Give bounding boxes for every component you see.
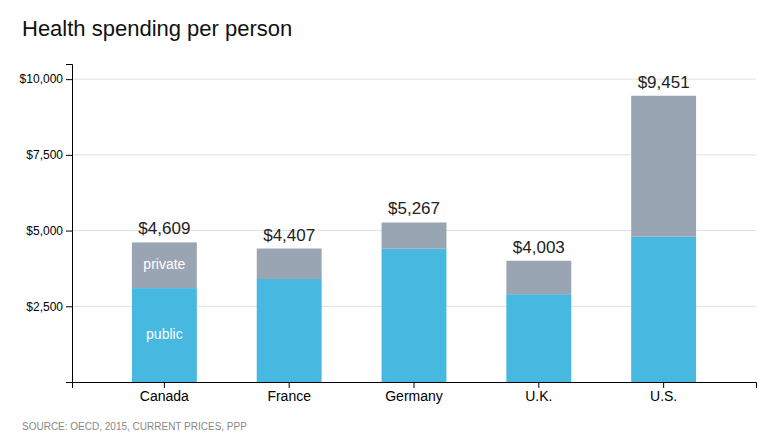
y-tick-label: $10,000 — [20, 72, 64, 86]
plot: $2,500 $5,000 $7,500 $10,000 Canada France Ger… — [20, 65, 757, 404]
x-tick: Canada — [140, 382, 189, 404]
y-tick-mark — [66, 231, 72, 232]
y-tick: $10,000 — [20, 72, 72, 86]
x-tick: Germany — [385, 382, 443, 404]
bar — [631, 96, 696, 237]
bar — [631, 237, 696, 382]
bar — [257, 249, 322, 279]
x-tick-label: U.S. — [650, 388, 677, 404]
y-tick-mark — [66, 306, 72, 307]
y-tick-label: $7,500 — [26, 148, 63, 162]
bar — [506, 261, 571, 294]
y-tick-mark — [66, 79, 72, 80]
total-label: $4,003 — [513, 238, 565, 257]
bar — [132, 242, 197, 288]
x-tick-label: Canada — [140, 388, 189, 404]
total-label: $9,451 — [638, 73, 690, 92]
bar — [382, 249, 447, 382]
y-tick-label: $5,000 — [26, 224, 63, 238]
x-tick-label: U.K. — [525, 388, 552, 404]
y-tick-mark — [66, 155, 72, 156]
series-label: public — [146, 326, 183, 342]
bars — [132, 96, 696, 382]
series-label: private — [143, 256, 185, 272]
x-tick-label: Germany — [385, 388, 443, 404]
series-0 — [132, 237, 696, 382]
y-tick-label: $2,500 — [26, 300, 63, 314]
bar — [257, 279, 322, 382]
total-label: $4,609 — [138, 219, 190, 238]
title: Health spending per person — [22, 16, 292, 41]
chart-svg: Health spending per person SOURCE: OECD, … — [0, 0, 780, 438]
total-labels: $4,609 $4,407 $5,267 $4,003 $9,451 — [138, 73, 689, 257]
x-tick-label: France — [267, 388, 311, 404]
bar — [506, 294, 571, 382]
total-label: $5,267 — [388, 199, 440, 218]
bar — [132, 288, 197, 382]
segment-labels: public private — [143, 256, 185, 342]
total-label: $4,407 — [263, 226, 315, 245]
x-tick: U.S. — [650, 382, 677, 404]
y-axis-line — [66, 65, 73, 383]
x-tick: U.K. — [525, 382, 552, 404]
y-axis: $2,500 $5,000 $7,500 $10,000 — [20, 65, 73, 383]
bar — [382, 222, 447, 248]
series-1 — [132, 96, 696, 294]
x-tick: France — [267, 382, 311, 404]
source: SOURCE: OECD, 2015, CURRENT PRICES, PPP — [22, 421, 247, 432]
chart-container: Health spending per person SOURCE: OECD, … — [0, 0, 780, 438]
y-tick: $5,000 — [26, 224, 72, 238]
y-tick: $2,500 — [26, 300, 72, 314]
y-tick: $7,500 — [26, 148, 72, 162]
x-axis: Canada France Germany U.K. U.S. — [73, 382, 757, 404]
